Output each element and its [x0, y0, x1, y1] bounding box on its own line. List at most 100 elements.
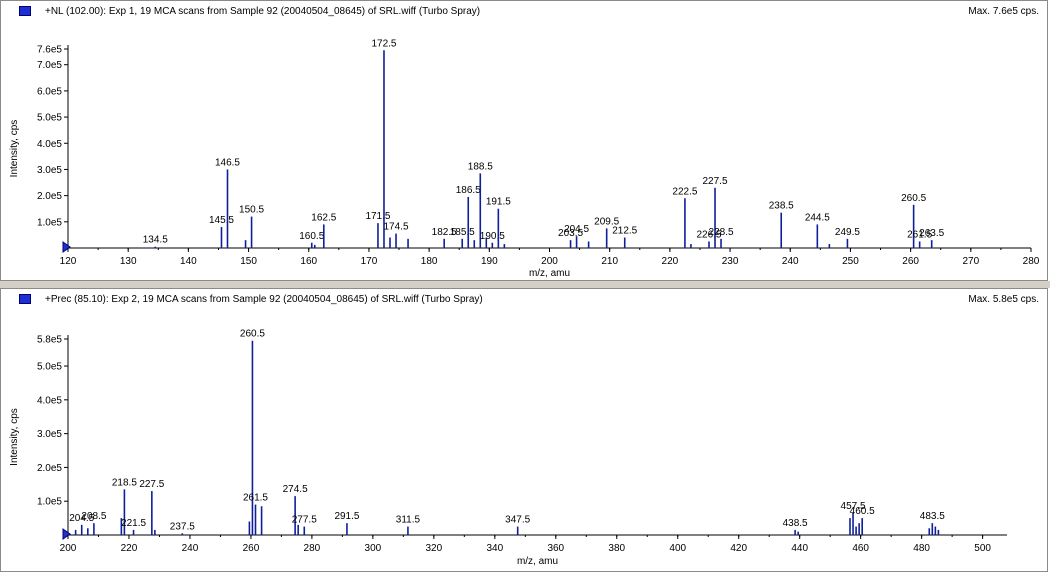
peak-label: 260.5	[240, 329, 265, 340]
peak-label: 226.5	[696, 229, 721, 240]
max-intensity-label: Max. 7.6e5 cps.	[968, 6, 1039, 17]
x-tick-label: 400	[669, 543, 686, 554]
peak-label: 457.5	[841, 501, 866, 512]
x-tick-label: 200	[60, 543, 77, 554]
peak-label: 274.5	[283, 484, 308, 495]
x-tick-label: 300	[365, 543, 382, 554]
peak-label: 185.5	[450, 227, 475, 238]
peak-label: 483.5	[920, 511, 945, 522]
peak-label: 186.5	[456, 185, 481, 196]
spectrum-plot-top[interactable]: 1.0e5 2.0e5 3.0e5 4.0e5 5.0e5 6.0e5 7.0e5 7.6e5…	[1, 1, 1047, 280]
x-tick-label: 240	[182, 543, 199, 554]
x-tick-label: 180	[421, 256, 438, 267]
peak-label: 174.5	[384, 222, 409, 233]
x-tick-label: 440	[791, 543, 808, 554]
peak-label: 222.5	[672, 186, 697, 197]
x-tick-label: 220	[662, 256, 679, 267]
x-tick-label: 240	[782, 256, 799, 267]
x-tick-label: 120	[60, 256, 77, 267]
peak-label: 162.5	[311, 212, 336, 223]
pane-header: +NL (102.00): Exp 1, 19 MCA scans from S…	[1, 1, 1047, 23]
y-axis-label: Intensity, cps	[9, 408, 20, 466]
y-tick-label: 4.0e5	[37, 395, 62, 406]
x-tick-label: 360	[547, 543, 564, 554]
y-tick-label: 4.0e5	[37, 139, 62, 150]
x-tick-label: 250	[842, 256, 859, 267]
peak-label: 212.5	[612, 226, 637, 237]
x-tick-label: 500	[974, 543, 991, 554]
x-tick-label: 150	[240, 256, 257, 267]
x-tick-label: 260	[243, 543, 260, 554]
spectrum-plot-bottom[interactable]: 1.0e5 2.0e5 3.0e5 4.0e5 5.0e5 5.8e5 200 220 240 2…	[1, 289, 1047, 571]
x-tick-label: 280	[1023, 256, 1040, 267]
peak-label: 238.5	[769, 201, 794, 212]
y-tick-label: 1.0e5	[37, 497, 62, 508]
x-tick-label: 160	[300, 256, 317, 267]
x-tick-label: 220	[121, 543, 138, 554]
peak-label: 261.5	[243, 493, 268, 504]
chart-title: +Prec (85.10): Exp 2, 19 MCA scans from …	[45, 294, 483, 305]
x-tick-label: 280	[304, 543, 321, 554]
x-tick-label: 190	[481, 256, 498, 267]
y-tick-label: 3.0e5	[37, 165, 62, 176]
y-tick-label: 2.0e5	[37, 191, 62, 202]
peak-label: 277.5	[292, 515, 317, 526]
x-tick-label: 260	[902, 256, 919, 267]
peak-label: 218.5	[112, 477, 137, 488]
y-tick-label: 7.0e5	[37, 60, 62, 71]
peak-label: 145.5	[209, 215, 234, 226]
series-color-swatch[interactable]	[19, 294, 31, 304]
x-tick-label: 420	[730, 543, 747, 554]
peak-label: 188.5	[468, 161, 493, 172]
x-tick-label: 320	[426, 543, 443, 554]
y-tick-label: 6.0e5	[37, 86, 62, 97]
x-axis-label: m/z, amu	[529, 268, 570, 279]
peak-label: 291.5	[334, 511, 359, 522]
x-tick-label: 230	[722, 256, 739, 267]
peak-label: 203.5	[558, 228, 583, 239]
x-tick-label: 140	[180, 256, 197, 267]
peak-label: 438.5	[783, 518, 808, 529]
pane-splitter[interactable]	[0, 281, 1050, 288]
peak-label: 311.5	[396, 515, 421, 526]
x-tick-label: 340	[486, 543, 503, 554]
baseline-marker-icon	[62, 241, 71, 253]
x-tick-label: 480	[913, 543, 930, 554]
peak-label: 182.5	[432, 227, 457, 238]
x-tick-label: 460	[852, 543, 869, 554]
y-axis-label: Intensity, cps	[9, 120, 20, 178]
peak-label: 191.5	[486, 197, 511, 208]
baseline-marker-icon	[62, 528, 71, 540]
peak-label: 209.5	[594, 216, 619, 227]
peak-label: 227.5	[703, 176, 728, 187]
y-tick-label: 5.8e5	[37, 335, 62, 346]
peak-label: 204.5	[564, 224, 589, 235]
peak-label: 347.5	[505, 515, 530, 526]
peak-label: 171.5	[365, 211, 390, 222]
y-tick-label: 1.0e5	[37, 217, 62, 228]
peak-label: 263.5	[919, 228, 944, 239]
spectrum-pane-top: +NL (102.00): Exp 1, 19 MCA scans from S…	[0, 0, 1048, 281]
peak-label: 261.5	[907, 229, 932, 240]
x-tick-label: 170	[361, 256, 378, 267]
x-tick-label: 210	[601, 256, 618, 267]
series-color-swatch[interactable]	[19, 6, 31, 16]
max-intensity-label: Max. 5.8e5 cps.	[968, 294, 1039, 305]
y-tick-label: 7.6e5	[37, 45, 62, 56]
x-axis-label: m/z, amu	[517, 556, 558, 567]
peak-label: 260.5	[901, 193, 926, 204]
x-tick-label: 200	[541, 256, 558, 267]
chart-title: +NL (102.00): Exp 1, 19 MCA scans from S…	[45, 6, 481, 17]
peak-label: 190.5	[480, 231, 505, 242]
y-tick-label: 3.0e5	[37, 429, 62, 440]
peak-label: 150.5	[239, 205, 264, 216]
peak-label: 249.5	[835, 227, 860, 238]
y-tick-label: 5.0e5	[37, 113, 62, 124]
peak-label: 204.5	[69, 513, 94, 524]
peak-label: 172.5	[371, 38, 396, 49]
peak-label: 237.5	[170, 521, 195, 532]
peak-label: 460.5	[850, 506, 875, 517]
x-tick-label: 130	[120, 256, 137, 267]
peak-label: 208.5	[81, 511, 106, 522]
peak-label: 228.5	[709, 227, 734, 238]
